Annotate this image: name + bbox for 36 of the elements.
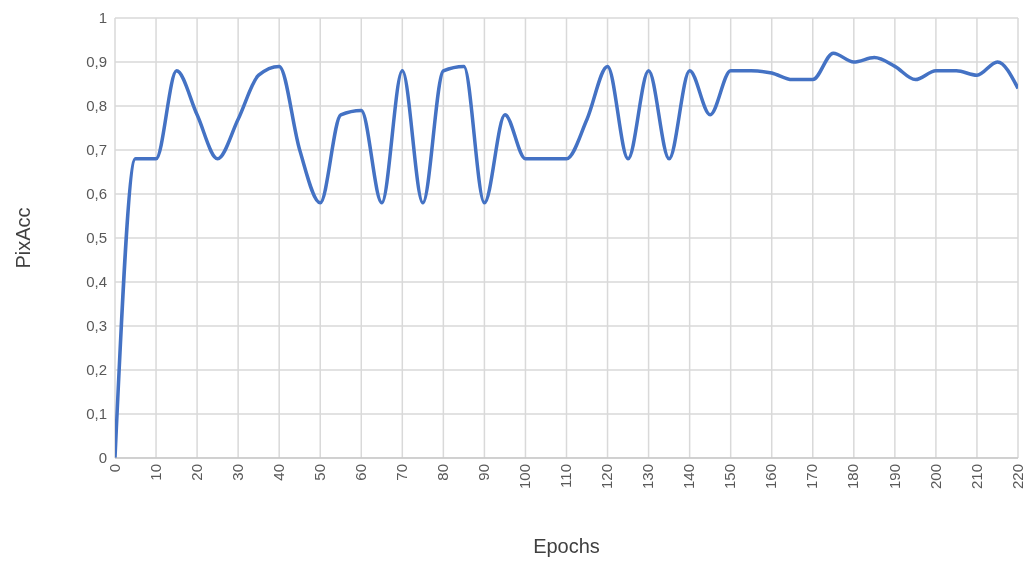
x-tick-label: 220: [1008, 464, 1026, 490]
y-tick-label: 0,1: [86, 405, 107, 423]
x-tick-label: 30: [228, 464, 246, 481]
y-tick-label: 0,4: [86, 273, 107, 291]
x-tick-label: 20: [187, 464, 205, 481]
x-tick-label: 50: [310, 464, 328, 481]
x-tick-label: 140: [680, 464, 698, 490]
y-tick-label: 0,6: [86, 185, 107, 203]
x-tick-label: 180: [844, 464, 862, 490]
x-tick-label: 130: [639, 464, 657, 490]
x-tick-label: 10: [146, 464, 164, 481]
y-tick-label: 0,7: [86, 141, 107, 159]
x-tick-label: 70: [392, 464, 410, 481]
x-tick-label: 40: [269, 464, 287, 481]
x-tick-label: 0: [105, 464, 123, 473]
x-tick-label: 160: [762, 464, 780, 490]
x-tick-label: 100: [516, 464, 534, 490]
y-tick-label: 0,8: [86, 97, 107, 115]
x-tick-label: 200: [926, 464, 944, 490]
x-tick-label: 80: [434, 464, 452, 481]
y-tick-label: 0: [98, 449, 107, 467]
x-tick-label: 190: [885, 464, 903, 490]
x-tick-label: 210: [967, 464, 985, 490]
x-tick-label: 120: [598, 464, 616, 490]
x-axis-title: Epochs: [533, 535, 600, 557]
y-tick-label: 0,9: [86, 53, 107, 71]
y-axis-title: PixAcc: [12, 207, 35, 269]
y-tick-label: 1: [98, 9, 107, 27]
x-tick-label: 110: [557, 464, 575, 488]
x-tick-label: 60: [351, 464, 369, 481]
x-tick-label: 150: [721, 464, 739, 490]
y-tick-label: 0,2: [86, 361, 107, 379]
x-tick-label: 170: [803, 464, 821, 490]
y-tick-label: 0,5: [86, 229, 107, 247]
y-tick-label: 0,3: [86, 317, 107, 335]
x-tick-label: 90: [475, 464, 493, 481]
